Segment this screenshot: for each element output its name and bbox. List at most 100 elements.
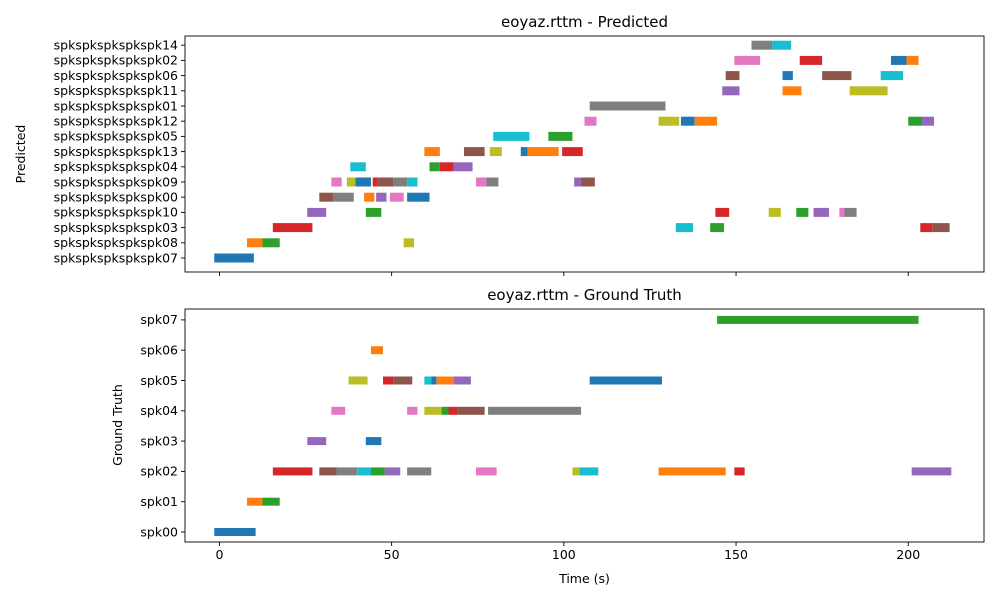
predicted-segment-bar — [453, 162, 473, 172]
predicted-y-tick-label: spkspkspkspkspk00 — [54, 190, 178, 205]
predicted-segment-bar — [376, 192, 387, 202]
predicted-segment-bar — [439, 162, 454, 172]
predicted-segment-bar — [782, 86, 802, 96]
ground-truth-segment-bar — [407, 467, 432, 476]
ground-truth-segment-bar — [424, 376, 432, 385]
ground-truth-segment-bar — [476, 467, 497, 476]
ground-truth-y-tick-label: spk00 — [140, 524, 178, 539]
predicted-segment-bar — [751, 40, 773, 50]
predicted-segment-bar — [734, 55, 761, 65]
predicted-segment-bar — [365, 207, 382, 217]
predicted-y-tick-label: spkspkspkspkspk02 — [54, 53, 178, 68]
predicted-segment-bar — [584, 116, 597, 126]
predicted-y-ticks: spkspkspkspkspk07spkspkspkspkspk08spkspk… — [54, 38, 185, 265]
predicted-plot-frame — [184, 35, 985, 273]
predicted-segment-bar — [908, 116, 923, 126]
ground-truth-segment-bar — [424, 406, 442, 415]
predicted-segment-bar — [429, 162, 440, 172]
ground-truth-y-tick-label: spk04 — [140, 403, 178, 418]
predicted-segment-bar — [849, 86, 888, 96]
predicted-segment-bar — [355, 177, 371, 187]
predicted-segment-bar — [694, 116, 718, 126]
ground-truth-segment-bar — [307, 437, 327, 446]
ground-truth-segment-bar — [357, 467, 371, 476]
predicted-segment-bar — [932, 223, 950, 233]
predicted-segment-bar — [424, 147, 440, 157]
ground-truth-segment-bar — [488, 406, 582, 415]
predicted-segment-bar — [389, 192, 404, 202]
predicted-segment-bar — [319, 192, 334, 202]
predicted-segment-bar — [331, 177, 342, 187]
ground-truth-y-tick-label: spk07 — [140, 312, 178, 327]
ground-truth-segment-bar — [370, 467, 385, 476]
predicted-segment-bar — [407, 192, 430, 202]
predicted-segment-bar — [262, 238, 280, 248]
predicted-segment-bar — [486, 177, 499, 187]
predicted-y-tick-label: spkspkspkspkspk07 — [54, 250, 178, 265]
predicted-panel: eoyaz.rttm - Predicted Predicted spkspks… — [13, 13, 985, 276]
predicted-segment-bar — [307, 207, 327, 217]
ground-truth-x-tick-label: 150 — [724, 547, 748, 562]
predicted-segment-bar — [489, 147, 502, 157]
predicted-segment-bar — [844, 207, 857, 217]
ground-truth-segment-bar — [572, 467, 580, 476]
predicted-y-tick-label: spkspkspkspkspk04 — [54, 159, 178, 174]
predicted-segment-bar — [393, 177, 408, 187]
predicted-segment-bar — [350, 162, 366, 172]
predicted-segment-bar — [922, 116, 935, 126]
predicted-segment-bar — [346, 177, 356, 187]
predicted-segment-bar — [364, 192, 375, 202]
predicted-segment-bar — [581, 177, 595, 187]
ground-truth-segment-bar — [734, 467, 745, 476]
predicted-segment-bar — [880, 71, 904, 81]
ground-truth-segment-bar — [393, 376, 413, 385]
predicted-y-tick-label: spkspkspkspkspk11 — [54, 83, 178, 98]
predicted-segment-bar — [796, 207, 809, 217]
predicted-segment-bar — [333, 192, 354, 202]
ground-truth-y-tick-label: spk05 — [140, 373, 178, 388]
ground-truth-y-tick-label: spk01 — [140, 494, 178, 509]
predicted-segments — [214, 40, 950, 263]
ground-truth-segment-bar — [436, 376, 454, 385]
ground-truth-segment-bar — [365, 437, 382, 446]
ground-truth-segment-bar — [717, 315, 919, 324]
ground-truth-segment-bar — [579, 467, 599, 476]
ground-truth-segment-bar — [246, 497, 263, 506]
predicted-segment-bar — [520, 147, 528, 157]
ground-truth-segment-bar — [453, 376, 471, 385]
predicted-y-tick-label: spkspkspkspkspk06 — [54, 68, 178, 83]
ground-truth-y-ticks: spk00 spk01 spk02 spk03 spk04 spk05 spk06 spk07 — [140, 312, 185, 539]
predicted-y-tick-label: spkspkspkspkspk01 — [54, 98, 178, 113]
x-axis-label: Time (s) — [558, 571, 610, 586]
ground-truth-x-tick-label: 50 — [384, 547, 400, 562]
ground-truth-x-tick-label: 200 — [896, 547, 920, 562]
predicted-segment-bar — [658, 116, 680, 126]
ground-truth-panel: eoyaz.rttm - Ground Truth Ground Truth s… — [110, 286, 985, 586]
predicted-segment-bar — [772, 40, 792, 50]
predicted-segment-bar — [891, 55, 907, 65]
ground-truth-segment-bar — [431, 376, 437, 385]
predicted-y-tick-label: spkspkspkspkspk12 — [54, 114, 178, 129]
ground-truth-x-tick-label: 100 — [552, 547, 576, 562]
ground-truth-segment-bar — [370, 346, 384, 355]
predicted-segment-bar — [463, 147, 485, 157]
predicted-y-tick-label: spkspkspkspkspk03 — [54, 220, 178, 235]
predicted-y-tick-label: spkspkspkspkspk14 — [54, 38, 178, 53]
ground-truth-segment-bar — [658, 467, 726, 476]
predicted-segment-bar — [715, 207, 730, 217]
ground-truth-x-ticks: 0 50 100 150 200 — [215, 542, 920, 562]
predicted-segment-bar — [799, 55, 823, 65]
predicted-ylabel: Predicted — [13, 125, 28, 184]
ground-truth-segment-bar — [214, 528, 256, 536]
predicted-segment-bar — [562, 147, 583, 157]
predicted-segment-bar — [906, 55, 919, 65]
ground-truth-segment-bar — [407, 406, 418, 415]
ground-truth-segment-bar — [262, 497, 280, 506]
ground-truth-y-tick-label: spk03 — [140, 433, 178, 448]
predicted-segment-bar — [839, 207, 845, 217]
predicted-y-tick-label: spkspkspkspkspk13 — [54, 144, 178, 159]
ground-truth-segment-bar — [331, 406, 346, 415]
predicted-segment-bar — [589, 101, 666, 111]
predicted-title: eoyaz.rttm - Predicted — [501, 13, 668, 31]
